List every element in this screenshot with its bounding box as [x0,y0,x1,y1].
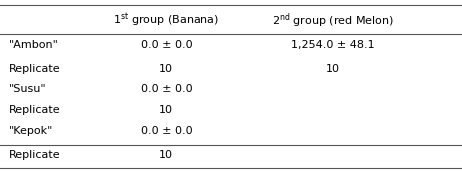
Text: "Kepok": "Kepok" [9,126,54,136]
Text: "Susu": "Susu" [9,84,47,94]
Text: 10: 10 [159,150,173,160]
Text: 10: 10 [326,64,340,74]
Text: Replicate: Replicate [9,64,61,74]
Text: $1^{\mathsf{st}}$ group (Banana): $1^{\mathsf{st}}$ group (Banana) [113,12,219,29]
Text: Replicate: Replicate [9,105,61,115]
Text: $2^{\mathsf{nd}}$ group (red Melon): $2^{\mathsf{nd}}$ group (red Melon) [272,11,394,30]
Text: "Ambon": "Ambon" [9,40,59,50]
Text: 1,254.0 ± 48.1: 1,254.0 ± 48.1 [291,40,375,50]
Text: 10: 10 [159,64,173,74]
Text: 0.0 ± 0.0: 0.0 ± 0.0 [140,126,192,136]
Text: 0.0 ± 0.0: 0.0 ± 0.0 [140,40,192,50]
Text: 0.0 ± 0.0: 0.0 ± 0.0 [140,84,192,94]
Text: 10: 10 [159,105,173,115]
Text: Replicate: Replicate [9,150,61,160]
